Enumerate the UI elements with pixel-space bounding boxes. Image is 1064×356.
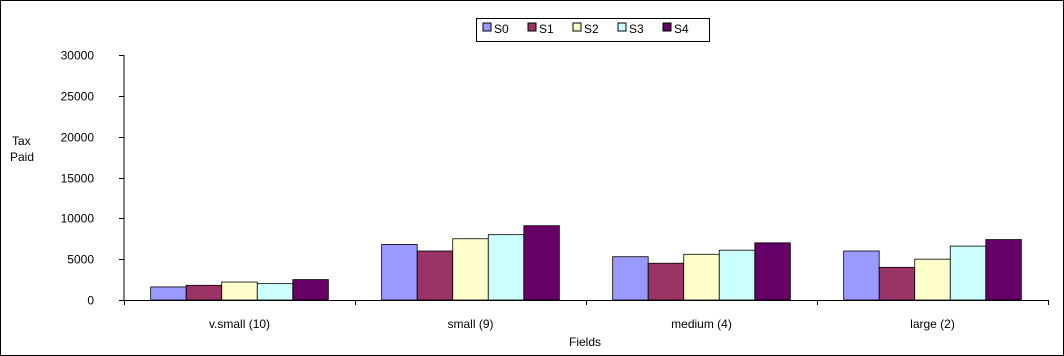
legend-swatch-s0 — [482, 22, 492, 32]
y-tick-label: 30000 — [61, 49, 95, 63]
bar-s2-4 — [914, 258, 951, 301]
y-tick-label: 15000 — [61, 172, 95, 186]
legend-label-s2: S2 — [584, 22, 599, 36]
bar-s0-4 — [843, 250, 880, 301]
bar-s1-3 — [647, 262, 685, 301]
bar-s3-2 — [487, 234, 525, 301]
bar-s1-4 — [878, 266, 916, 301]
legend-swatch-s3 — [617, 22, 627, 32]
y-axis-title: Tax Paid — [10, 134, 34, 164]
bar-s3-4 — [949, 245, 987, 301]
legend-label-s3: S3 — [629, 22, 644, 36]
y-tick-label: 0 — [87, 294, 94, 308]
bar-s3-3 — [718, 249, 756, 301]
legend-label-s4: S4 — [674, 22, 689, 36]
bars — [150, 225, 1022, 301]
y-tick-label: 20000 — [61, 131, 95, 145]
bar-s1-1 — [185, 284, 223, 301]
x-category-label: small (9) — [447, 317, 493, 331]
bar-s4-3 — [754, 242, 791, 301]
legend-swatch-s4 — [662, 22, 672, 32]
bar-s0-1 — [150, 286, 187, 301]
bar-s0-2 — [381, 244, 418, 301]
bar-s4-1 — [292, 279, 329, 301]
y-axis-title-line-1: Tax — [12, 134, 31, 148]
y-tick-label: 25000 — [61, 90, 95, 104]
legend-label-s0: S0 — [494, 22, 509, 36]
bar-s2-1 — [221, 281, 258, 301]
legend-swatch-s2 — [572, 22, 582, 32]
y-tick-label: 5000 — [67, 253, 94, 267]
x-axis: v.small (10) small (9) medium (4) large (2) — [124, 300, 1049, 331]
legend-swatch-s1 — [527, 22, 537, 32]
y-axis-title-line-2: Paid — [10, 150, 34, 164]
bar-s4-4 — [985, 239, 1022, 301]
legend: S0 S1 S2 S3 S4 — [476, 18, 710, 42]
legend-label-s1: S1 — [539, 22, 554, 36]
x-axis-title: Fields — [569, 335, 601, 349]
bar-s2-3 — [683, 253, 720, 301]
x-category-label: medium (4) — [671, 317, 732, 331]
x-category-label: large (2) — [910, 317, 955, 331]
bar-s1-2 — [416, 250, 454, 301]
x-category-label: v.small (10) — [209, 317, 270, 331]
y-tick-label: 10000 — [61, 212, 95, 226]
bar-s2-2 — [452, 238, 489, 301]
bar-s3-1 — [256, 283, 294, 301]
bar-s4-2 — [523, 225, 560, 301]
bar-s0-3 — [612, 256, 649, 301]
y-axis: 0 5000 10000 15000 20000 25000 30000 — [61, 49, 125, 308]
